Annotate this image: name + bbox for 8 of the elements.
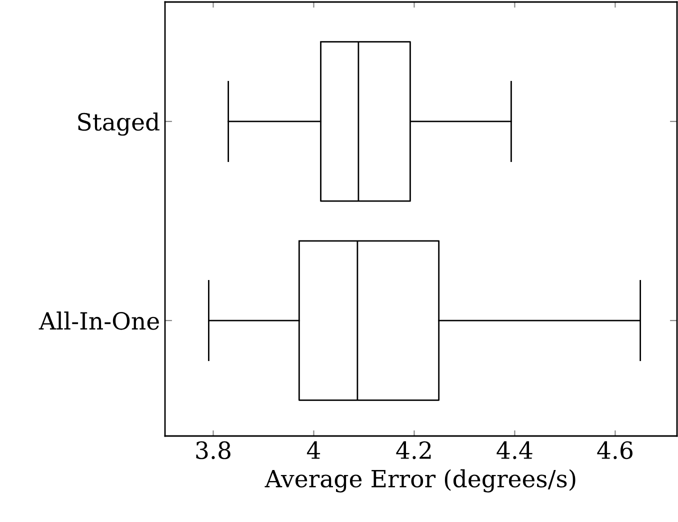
x-axis-title: Average Error (degrees/s) <box>264 469 576 492</box>
x-tick-label: 3.8 <box>196 441 230 460</box>
y-tick-label: Staged <box>78 112 160 136</box>
x-tick-label: 4 <box>306 441 320 459</box>
y-tick-label: All-In-One <box>38 312 159 330</box>
x-tick-label: 4.6 <box>597 441 632 460</box>
x-tick-label: 4.2 <box>396 441 431 460</box>
x-tick-label: 4.4 <box>496 441 532 460</box>
